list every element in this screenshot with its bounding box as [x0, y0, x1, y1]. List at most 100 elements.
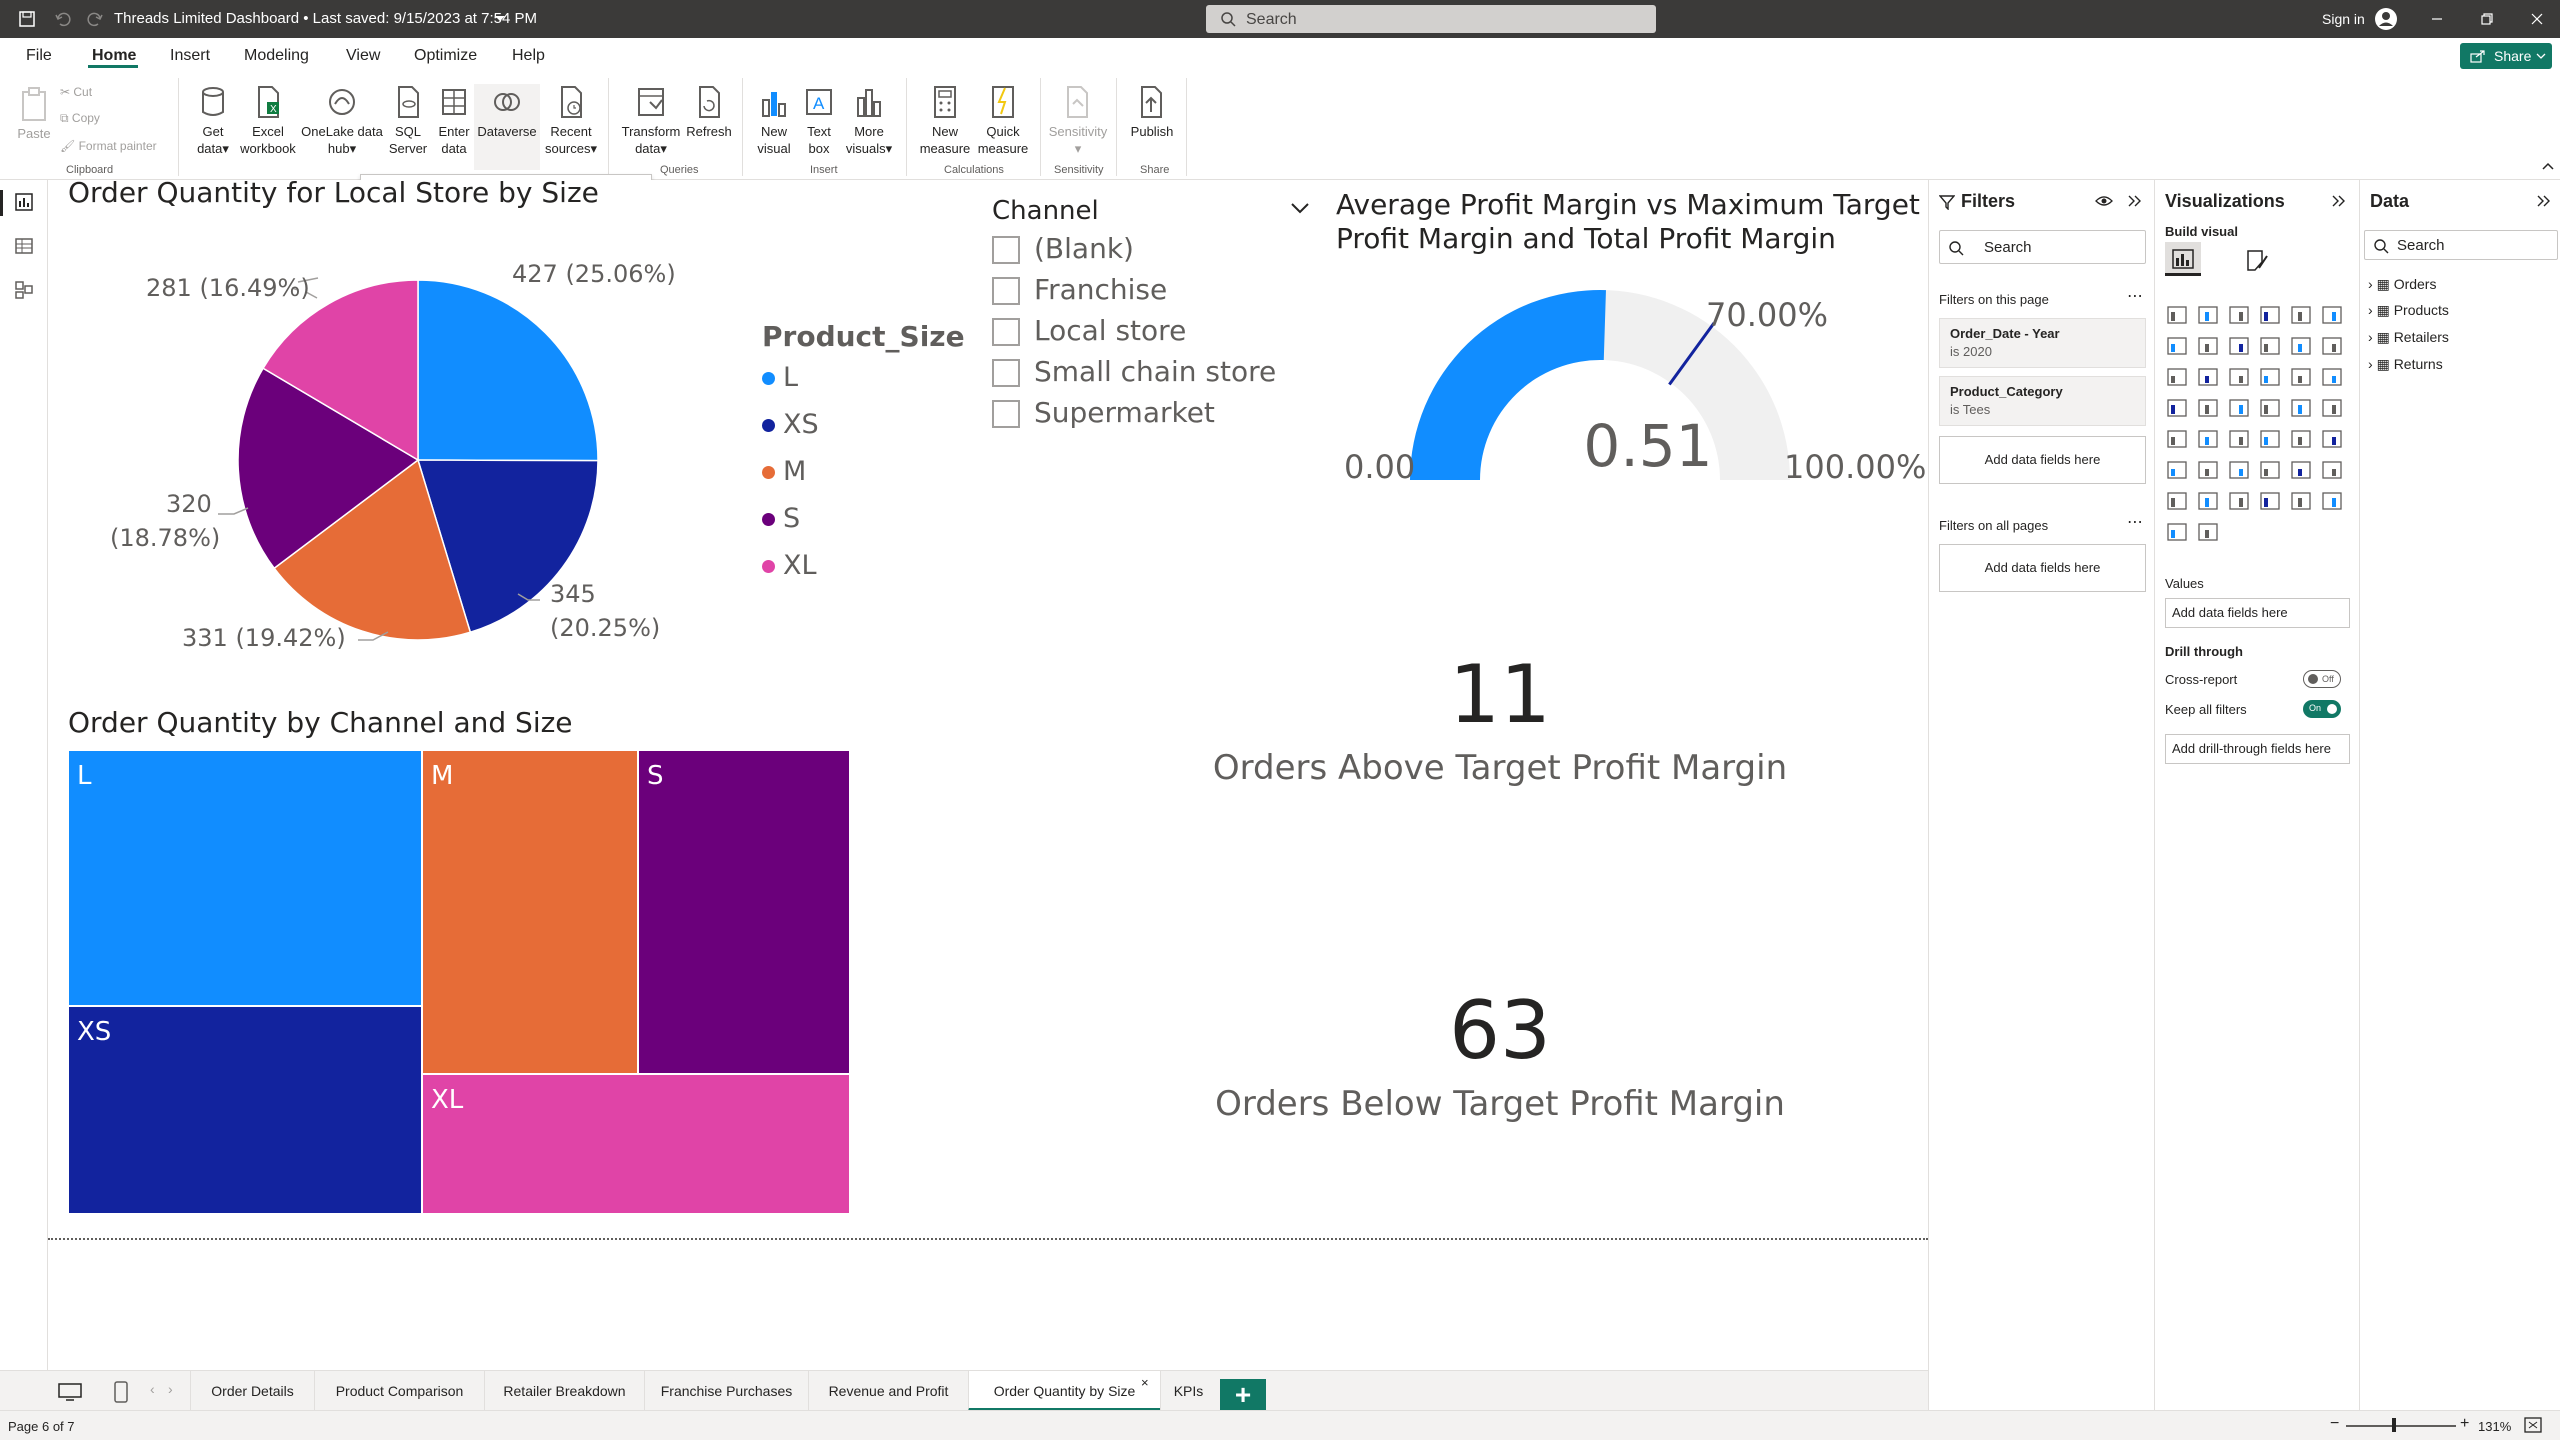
new-measure-button[interactable]: New measure: [916, 84, 974, 157]
visual-type-icon[interactable]: [2258, 304, 2282, 326]
excel-workbook-button[interactable]: X Excel workbook: [236, 84, 300, 157]
filters-all-pages-drop-zone[interactable]: Add data fields here: [1939, 544, 2146, 592]
page-tab-retailer-breakdown[interactable]: Retailer Breakdown: [484, 1371, 644, 1411]
zoom-in-icon[interactable]: +: [2460, 1415, 2469, 1433]
save-icon[interactable]: [18, 10, 36, 28]
visual-type-icon[interactable]: [2227, 428, 2251, 450]
visual-type-icon[interactable]: [2320, 335, 2344, 357]
visual-type-icon[interactable]: [2258, 335, 2282, 357]
copy-button[interactable]: ⧉ Copy: [60, 110, 100, 127]
format-visual-icon[interactable]: [2245, 248, 2271, 272]
desktop-layout-icon[interactable]: [58, 1383, 82, 1401]
slicer-item-local-store[interactable]: Local store: [992, 314, 1186, 347]
visual-type-icon[interactable]: [2289, 459, 2313, 481]
eye-icon[interactable]: [2095, 194, 2113, 208]
visual-type-icon[interactable]: [2165, 459, 2189, 481]
filter-card-order-date[interactable]: Order_Date - Year is 2020: [1939, 318, 2146, 368]
tab-file[interactable]: File: [26, 47, 52, 65]
treemap-tile-m[interactable]: M: [422, 750, 638, 1074]
data-search-input[interactable]: Search: [2364, 230, 2558, 260]
collapse-filters-icon[interactable]: [2127, 194, 2143, 208]
get-data-button[interactable]: Get data▾: [190, 84, 236, 157]
sign-in-link[interactable]: Sign in: [2322, 11, 2365, 27]
treemap-tile-s[interactable]: S: [638, 750, 850, 1074]
restore-icon[interactable]: [2480, 12, 2494, 26]
share-button[interactable]: Share: [2460, 43, 2552, 69]
data-table-orders[interactable]: › ▦ Orders: [2368, 276, 2436, 293]
scroll-right-icon[interactable]: ›: [168, 1381, 173, 1397]
visual-type-icon[interactable]: [2320, 459, 2344, 481]
collapse-visualizations-icon[interactable]: [2331, 194, 2347, 208]
visual-type-icon[interactable]: [2227, 459, 2251, 481]
dataverse-button[interactable]: Dataverse: [474, 84, 540, 170]
onelake-hub-button[interactable]: OneLake data hub▾: [300, 84, 384, 157]
treemap-tile-xs[interactable]: XS: [68, 1006, 422, 1214]
visual-type-icon[interactable]: [2165, 428, 2189, 450]
visual-type-icon[interactable]: [2258, 428, 2282, 450]
visual-type-icon[interactable]: [2320, 304, 2344, 326]
slicer-item-supermarket[interactable]: Supermarket: [992, 396, 1215, 429]
visual-type-icon[interactable]: [2320, 366, 2344, 388]
visual-type-icon[interactable]: [2165, 521, 2189, 543]
visual-type-icon[interactable]: [2289, 490, 2313, 512]
report-view-icon[interactable]: [14, 192, 34, 212]
visual-type-icon[interactable]: [2289, 428, 2313, 450]
legend-item-xl[interactable]: XL: [762, 550, 817, 581]
drill-through-drop-zone[interactable]: Add drill-through fields here: [2165, 734, 2350, 764]
visual-type-icon[interactable]: [2320, 490, 2344, 512]
checkbox[interactable]: [992, 318, 1020, 346]
model-view-icon[interactable]: [14, 280, 34, 300]
close-tab-icon[interactable]: ×: [1141, 1363, 1149, 1403]
visual-type-icon[interactable]: [2289, 335, 2313, 357]
tab-view[interactable]: View: [346, 47, 380, 65]
page-tab-franchise-purchases[interactable]: Franchise Purchases: [644, 1371, 808, 1411]
visual-type-icon[interactable]: [2196, 490, 2220, 512]
visual-type-icon[interactable]: [2289, 397, 2313, 419]
sql-server-button[interactable]: SQL Server: [384, 84, 432, 157]
visual-type-icon[interactable]: [2165, 397, 2189, 419]
visual-type-icon[interactable]: [2258, 366, 2282, 388]
checkbox[interactable]: [992, 236, 1020, 264]
zoom-slider[interactable]: [2346, 1425, 2456, 1427]
cross-report-toggle[interactable]: Off: [2303, 670, 2341, 688]
visual-type-icon[interactable]: [2196, 459, 2220, 481]
page-tab-order-details[interactable]: Order Details: [190, 1371, 314, 1411]
visual-type-icon[interactable]: [2227, 335, 2251, 357]
text-box-button[interactable]: A Text box: [798, 84, 840, 157]
visual-type-icon[interactable]: [2320, 397, 2344, 419]
legend-item-m[interactable]: M: [762, 456, 806, 487]
checkbox[interactable]: [992, 277, 1020, 305]
transform-data-button[interactable]: Transform data▾: [618, 84, 684, 157]
page-tab-kpis[interactable]: KPIs: [1160, 1371, 1216, 1411]
visual-type-icon[interactable]: [2227, 397, 2251, 419]
tab-modeling[interactable]: Modeling: [244, 47, 309, 65]
publish-button[interactable]: Publish: [1126, 84, 1178, 140]
visual-type-icon[interactable]: [2196, 397, 2220, 419]
scroll-left-icon[interactable]: ‹: [150, 1381, 155, 1397]
collapse-data-icon[interactable]: [2536, 194, 2552, 208]
more-options-icon[interactable]: ⋯: [2127, 512, 2143, 532]
undo-icon[interactable]: [54, 10, 72, 28]
slicer-item-franchise[interactable]: Franchise: [992, 273, 1167, 306]
data-table-products[interactable]: › ▦ Products: [2368, 302, 2449, 319]
new-visual-button[interactable]: New visual: [750, 84, 798, 157]
chevron-down-icon[interactable]: [494, 15, 506, 23]
visual-type-icon[interactable]: [2258, 490, 2282, 512]
visual-type-icon[interactable]: [2227, 490, 2251, 512]
visual-type-icon[interactable]: [2289, 304, 2313, 326]
page-tab-revenue-and-profit[interactable]: Revenue and Profit: [808, 1371, 968, 1411]
data-table-retailers[interactable]: › ▦ Retailers: [2368, 329, 2449, 346]
add-page-button[interactable]: +: [1220, 1379, 1266, 1413]
sensitivity-button[interactable]: Sensitivity ▾: [1046, 84, 1110, 157]
legend-item-xs[interactable]: XS: [762, 409, 819, 440]
quick-measure-button[interactable]: Quick measure: [974, 84, 1032, 157]
slicer-item-blank[interactable]: (Blank): [992, 232, 1134, 265]
filters-page-drop-zone[interactable]: Add data fields here: [1939, 436, 2146, 484]
paste-button[interactable]: Paste: [14, 86, 54, 142]
checkbox[interactable]: [992, 400, 1020, 428]
page-tab-order-quantity-by-size[interactable]: Order Quantity by Size ×: [968, 1371, 1160, 1411]
visual-type-icon[interactable]: [2165, 335, 2189, 357]
refresh-button[interactable]: Refresh: [684, 84, 734, 140]
visual-type-icon[interactable]: [2165, 366, 2189, 388]
global-search-input[interactable]: Search: [1206, 5, 1656, 33]
